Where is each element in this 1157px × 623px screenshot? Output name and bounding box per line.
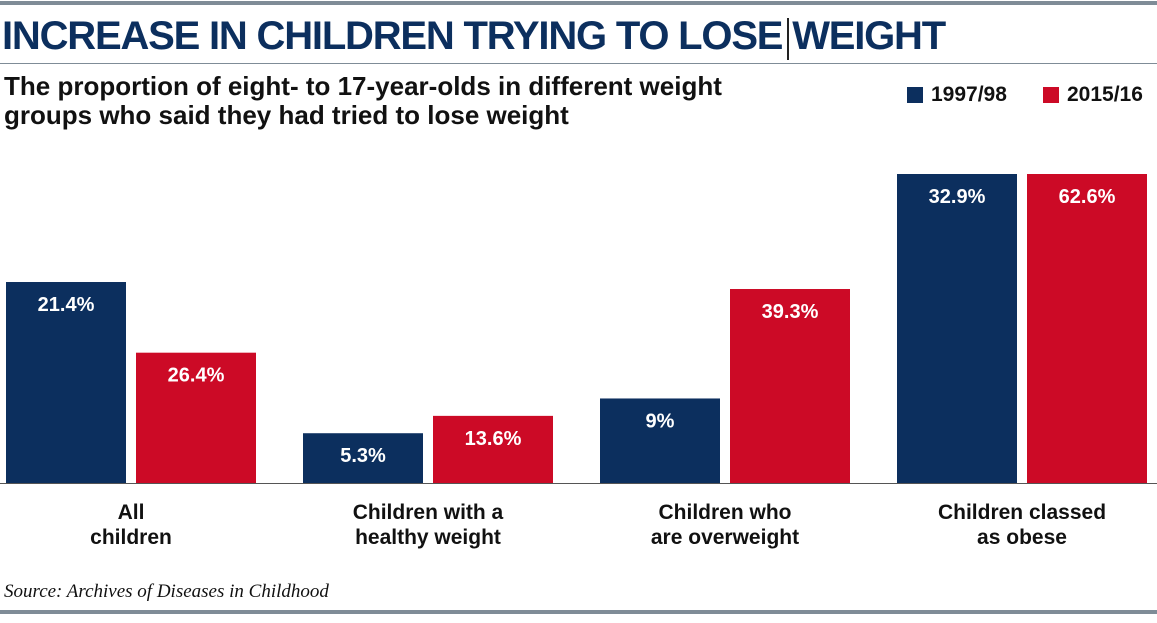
bar-2015-16-0 [136, 352, 256, 483]
bar-1997-98-1 [303, 433, 423, 483]
data-label-1997-98-1: 5.3% [340, 445, 386, 467]
category-label-3-line-0: Children classed [938, 501, 1106, 524]
bar-2015-16-3 [1027, 174, 1147, 483]
legend-label-1997-98: 1997/98 [931, 83, 1007, 106]
category-label-3-line-1: as obese [977, 526, 1067, 549]
category-label-1-line-0: Children with a [353, 501, 504, 524]
data-label-2015-16-0: 26.4% [168, 365, 225, 387]
category-label-0-line-1: children [90, 526, 172, 549]
top-rule [0, 1, 1157, 5]
data-label-1997-98-3: 32.9% [929, 186, 986, 208]
legend-item-1997-98: 1997/98 [907, 83, 1007, 107]
legend-swatch-1997-98 [907, 87, 923, 103]
source-note: Source: Archives of Diseases in Childhoo… [4, 581, 329, 602]
data-label-2015-16-1: 13.6% [465, 428, 522, 450]
bar-2015-16-2 [730, 289, 850, 483]
category-label-2-line-0: Children who [659, 501, 792, 524]
category-label-0-line-0: All [118, 501, 145, 524]
data-label-1997-98-2: 9% [646, 410, 675, 432]
title-cursor [787, 18, 789, 60]
chart-subtitle: The proportion of eight- to 17-year-olds… [4, 71, 722, 130]
legend-swatch-2015-16 [1043, 87, 1059, 103]
legend-label-2015-16: 2015/16 [1067, 83, 1143, 106]
data-label-1997-98-0: 21.4% [38, 294, 95, 316]
legend-item-2015-16: 2015/16 [1043, 83, 1143, 107]
data-label-2015-16-3: 62.6% [1059, 186, 1116, 208]
bar-2015-16-1 [433, 415, 553, 483]
data-label-2015-16-2: 39.3% [762, 301, 819, 323]
bar-1997-98-0 [6, 282, 126, 483]
category-label-2-line-1: are overweight [651, 526, 799, 549]
bottom-rule [0, 610, 1157, 614]
bar-1997-98-3 [897, 174, 1017, 483]
bar-1997-98-2 [600, 398, 720, 483]
category-label-1-line-1: healthy weight [355, 526, 501, 549]
title-divider [0, 63, 1157, 64]
